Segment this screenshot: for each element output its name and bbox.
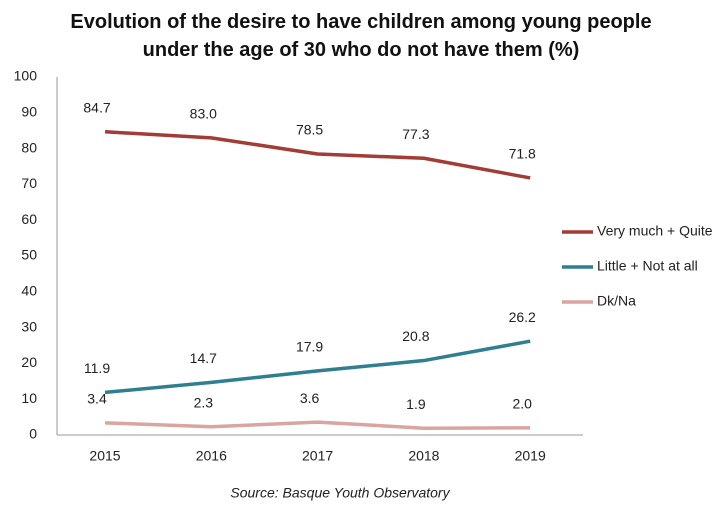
data-label: 83.0: [190, 106, 217, 122]
y-tick-label: 90: [21, 104, 37, 120]
y-tick-label: 40: [21, 283, 37, 299]
x-tick-label: 2015: [89, 448, 120, 464]
y-tick-label: 0: [29, 426, 37, 442]
data-label: 17.9: [296, 339, 323, 355]
data-label: 20.8: [402, 328, 429, 344]
chart-title: Evolution of the desire to have children…: [70, 11, 652, 61]
line: [104, 339, 531, 395]
data-label: 1.9: [406, 396, 426, 412]
y-tick-label: 100: [14, 68, 38, 84]
data-label: 26.2: [509, 309, 536, 325]
data-label: 3.4: [87, 391, 107, 407]
data-label: 14.7: [190, 350, 217, 366]
y-tick-label: 30: [21, 318, 37, 334]
y-tick-label: 70: [21, 175, 37, 191]
y-tick-label: 20: [21, 354, 37, 370]
y-tick-label: 50: [21, 247, 37, 263]
data-label: 3.6: [300, 390, 320, 406]
source: Source: Basque Youth Observatory: [230, 485, 450, 501]
legend-label: Dk/Na: [597, 293, 636, 309]
data-label: 71.8: [509, 146, 536, 162]
data-label: 84.7: [83, 99, 110, 115]
y-tick-label: 10: [21, 390, 37, 406]
y-tick-label: 60: [21, 211, 37, 227]
legend-label: Very much + Quite: [597, 223, 713, 239]
y-tick-label: 80: [21, 139, 37, 155]
legend-label: Little + Not at all: [597, 258, 698, 274]
data-label: 2.3: [194, 394, 214, 410]
line: [104, 420, 531, 430]
data-label: 2.0: [512, 396, 532, 412]
line: [104, 130, 531, 180]
x-tick-label: 2018: [408, 448, 439, 464]
x-tick-label: 2019: [515, 448, 546, 464]
x-tick-label: 2017: [302, 448, 333, 464]
x-tick-label: 2016: [196, 448, 227, 464]
data-label: 77.3: [402, 126, 429, 142]
data-label: 78.5: [296, 122, 323, 138]
data-label: 11.9: [84, 360, 110, 376]
